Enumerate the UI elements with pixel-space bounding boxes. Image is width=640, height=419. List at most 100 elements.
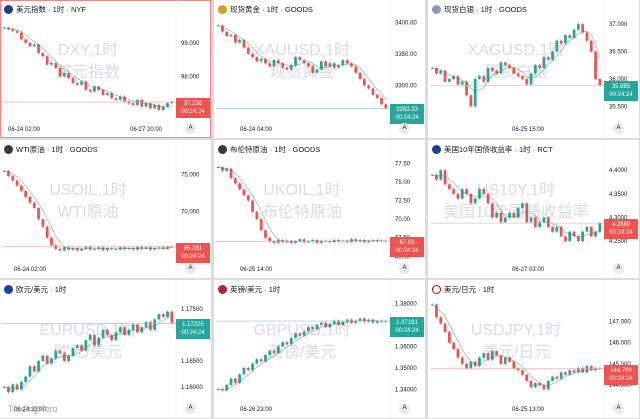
last-price-tag: 35.885 00:24:24 (604, 81, 638, 102)
auto-scale-button[interactable]: A (399, 263, 410, 274)
last-price-value: 3263.33 (396, 107, 418, 114)
bar-countdown: 00:24:24 (395, 248, 419, 255)
candle-up (88, 335, 92, 341)
candle-down (80, 345, 83, 351)
candle-down (589, 226, 593, 237)
candle-down (7, 170, 10, 177)
candle-up (551, 51, 554, 60)
symbol-header[interactable]: 欧元/美元 · 1时 (4, 283, 66, 295)
candle-up (508, 212, 511, 218)
auto-scale-button[interactable]: A (185, 403, 196, 414)
symbol-header[interactable]: WTI原油 · 1时 · GOODS (4, 143, 98, 155)
candle-down (354, 239, 358, 242)
auto-scale-button[interactable]: A (613, 123, 624, 134)
candle-down (272, 350, 276, 353)
candle-down (324, 322, 328, 328)
price-chart[interactable]: 4.4000 4.3500 4.3000 4.2500 06-27 03:00 (428, 140, 639, 278)
candle-up (542, 217, 546, 223)
candle-up (294, 333, 297, 338)
candle-up (2, 27, 6, 29)
candle-up (315, 69, 319, 73)
candle-up (486, 68, 490, 82)
candle-up (216, 25, 220, 27)
candle-down (101, 89, 105, 95)
candle-up (289, 65, 293, 70)
symbol-header[interactable]: 英镑/美元 · 1时 (218, 283, 280, 295)
candle-up (542, 57, 546, 68)
candle-down (469, 95, 473, 107)
y-tick-label: 36.500 (609, 50, 628, 56)
candle-up (114, 332, 118, 341)
chart-panel[interactable]: USDJPY,1时美元/日元147.000146.000145.000144.0… (428, 280, 639, 418)
tradinghero-logo: TradingHero (8, 404, 58, 414)
chart-panel[interactable]: UKOIL,1时布伦特原油77.5075.0072.5070.0067.5065… (214, 140, 425, 278)
candle-down (503, 62, 507, 66)
chart-panel[interactable]: XAGUSD,1时 现货白银 37.000 36.500 36.000 35.500 06-… (428, 0, 639, 138)
candle-down (538, 65, 542, 68)
candle-down (58, 68, 62, 77)
candle-down (127, 101, 131, 104)
candle-down (123, 327, 126, 335)
candle-down (7, 387, 10, 393)
x-tick-label: 06-26 23:00 (240, 407, 273, 413)
candle-down (32, 202, 36, 208)
symbol-header[interactable]: 布伦特原油 · 1时 · GOODS (218, 143, 320, 155)
candle-down (131, 248, 135, 250)
chart-panel[interactable]: XAUUSD,1时 现货黄金 3400.00 3350.00 3300.00 06-24 … (214, 0, 425, 138)
candle-down (465, 363, 468, 369)
symbol-header[interactable]: 美国10年国债收益率 · 1时 · RCT (432, 143, 553, 155)
symbol-header[interactable]: 美元/日元 · 1时 (432, 283, 494, 295)
y-tick-label: 3350.00 (395, 52, 417, 58)
last-price-tag: 3263.33 00:24:24 (390, 104, 424, 125)
auto-scale-button[interactable]: A (399, 123, 410, 134)
chart-panel[interactable]: GBPUSD,1时英镑/美元1.380001.370001.360001.350… (214, 280, 425, 418)
chart-panel[interactable]: USOIL,1时 WTI原油 75.000 70.000 06-24 02:00 WTI原… (0, 140, 211, 278)
candle-up (572, 29, 576, 38)
candle-up (80, 81, 83, 85)
candle-up (490, 351, 494, 360)
chart-panel[interactable]: US10Y,1时美国10年国债收益率4.40004.35004.30004.25… (428, 140, 639, 278)
auto-scale-button[interactable]: A (399, 403, 410, 414)
candle-down (221, 25, 224, 32)
chart-panel[interactable]: EURUSD,1时欧元/美元1.175001.170001.165001.160… (0, 280, 211, 418)
candle-down (259, 359, 263, 362)
price-chart[interactable]: 75.000 70.000 06-24 02:00 (0, 140, 211, 278)
auto-scale-button[interactable]: A (185, 123, 196, 134)
last-price-value: 1.17225 (182, 322, 204, 329)
candle-down (495, 351, 499, 356)
candle-up (54, 350, 58, 359)
candle-down (11, 29, 15, 32)
candle-up (430, 174, 434, 176)
candle-down (564, 236, 567, 242)
auto-scale-button[interactable]: A (613, 403, 624, 414)
candle-down (37, 208, 40, 220)
symbol-header[interactable]: 现货白银 · 1时 · GOODS (432, 3, 527, 15)
candle-down (170, 311, 174, 324)
candle-down (242, 189, 246, 196)
price-chart[interactable]: 3400.00 3350.00 3300.00 06-24 04:00 (214, 0, 425, 138)
candle-up (118, 96, 122, 100)
symbol-header[interactable]: 现货黄金 · 1时 · GOODS (218, 3, 313, 15)
price-chart[interactable]: 37.000 36.500 36.000 35.500 06-25 15:00 (428, 0, 639, 138)
candle-down (54, 62, 58, 68)
y-tick-label: 1.16500 (181, 359, 203, 365)
candle-down (358, 72, 362, 80)
candle-down (45, 56, 49, 65)
eu-flag-icon (4, 284, 13, 294)
candle-up (568, 370, 572, 375)
candle-down (538, 383, 542, 386)
candle-up (473, 198, 477, 204)
auto-scale-button[interactable]: A (185, 263, 196, 274)
price-chart[interactable]: 1.380001.370001.360001.350001.3400006-26… (214, 280, 425, 418)
candle-up (136, 99, 139, 105)
auto-scale-button[interactable]: A (613, 263, 624, 274)
symbol-header[interactable]: 美元指数 · 1时 · NYF (4, 3, 86, 15)
candle-up (71, 348, 75, 356)
candle-down (589, 366, 593, 371)
candle-down (581, 24, 585, 33)
